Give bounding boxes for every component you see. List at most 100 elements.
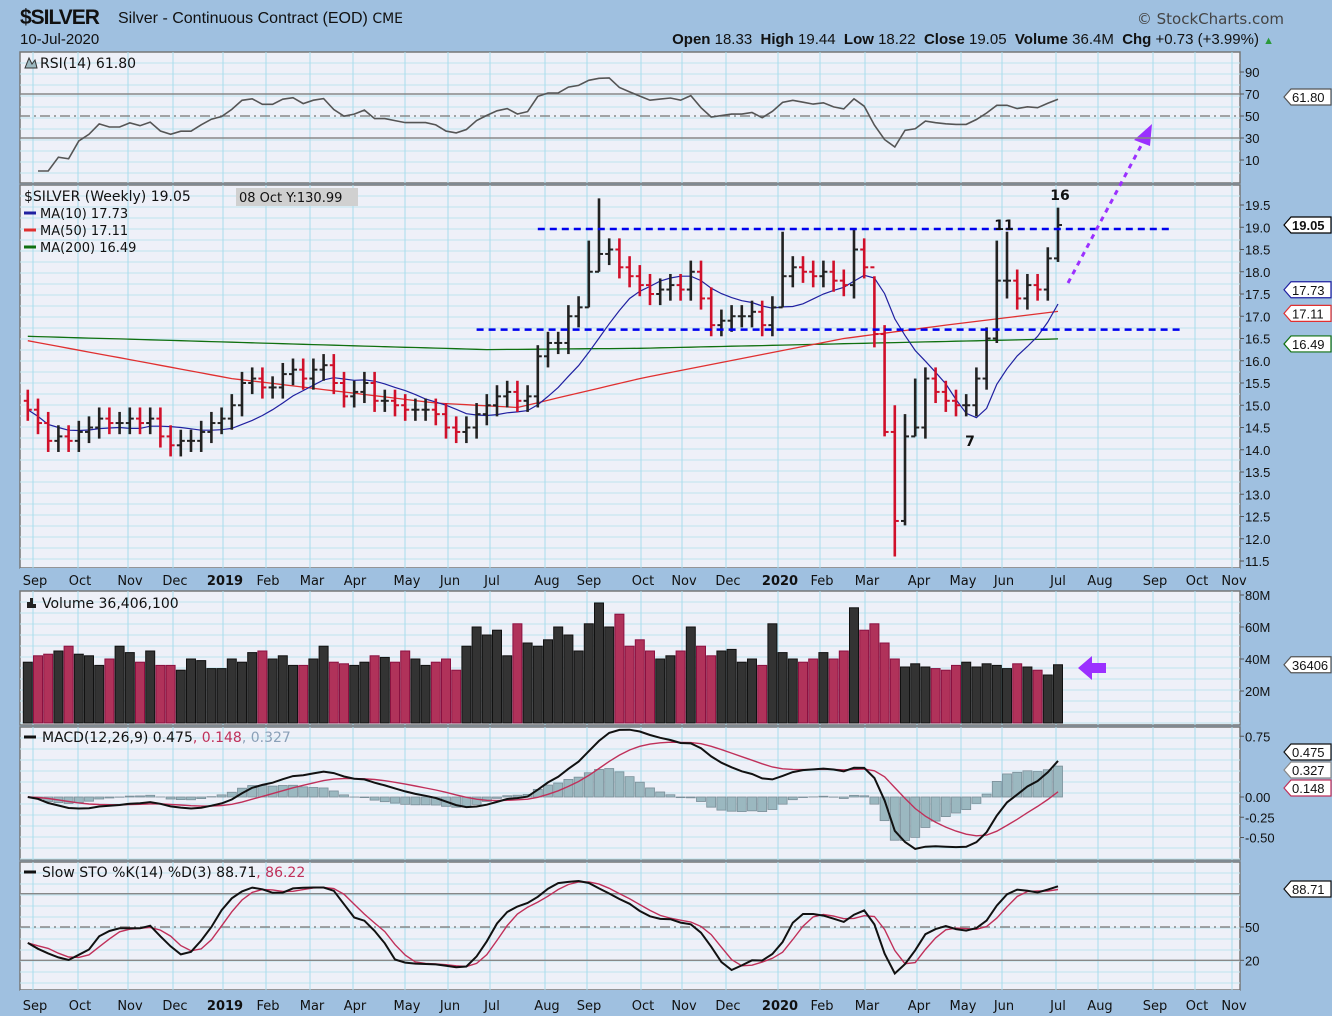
volume-bar	[859, 629, 870, 724]
price-bar	[421, 398, 430, 421]
price-bar	[299, 358, 308, 390]
x-tick-label: Dec	[715, 574, 740, 589]
macd-histogram-bar	[920, 796, 931, 828]
volume-bar	[818, 652, 829, 724]
volume-y-tick: 40M	[1245, 652, 1270, 667]
x-tick-label: Aug	[1087, 574, 1112, 589]
macd-histogram-bar	[328, 790, 339, 798]
price-bar	[248, 367, 257, 395]
volume-value: 36.4M	[1072, 31, 1114, 48]
x-tick-label: Apr	[344, 999, 367, 1014]
price-bar	[605, 238, 614, 266]
macd-histogram-bar	[859, 795, 870, 798]
description-text: Silver - Continuous Contract (EOD)	[118, 10, 368, 27]
x-tick-label: Nov	[117, 999, 143, 1014]
price-bar	[686, 260, 695, 301]
x-tick-label: Feb	[256, 999, 279, 1014]
volume-bar	[145, 650, 156, 724]
macd-histogram-bar	[614, 771, 625, 798]
legend-ma10: MA(10) 17.73	[40, 207, 128, 222]
x-tick-label: Aug	[534, 999, 559, 1014]
volume-bar	[838, 650, 849, 724]
price-bar	[197, 420, 206, 452]
price-bar	[136, 407, 144, 435]
price-bar	[187, 429, 195, 452]
wave-count-label: 11	[994, 218, 1013, 234]
macd-histogram-bar	[655, 791, 666, 798]
ma50-tag: 17.11	[1283, 304, 1332, 322]
macd-histogram-bar	[991, 781, 1002, 798]
price-bar	[156, 407, 165, 448]
x-tick-label: 2019	[207, 574, 243, 589]
volume-bar	[1012, 663, 1023, 724]
price-bar	[207, 411, 216, 444]
macd-signal-tag: 0.148	[1283, 779, 1332, 797]
volume-title: Volume 36,406,100	[42, 596, 179, 612]
volume-bar	[257, 650, 268, 724]
volume-bar	[777, 652, 788, 724]
macd-histogram-bar	[318, 787, 329, 798]
price-bar	[921, 367, 930, 439]
high-label: High	[760, 31, 794, 48]
x-tick-label: Feb	[810, 574, 833, 589]
volume-bar	[247, 652, 258, 724]
ma10-tag-text: 17.73	[1292, 283, 1325, 298]
ma200-line	[27, 335, 1059, 351]
volume-bar	[961, 661, 972, 724]
ma50-line	[27, 310, 1059, 409]
volume-bar	[624, 645, 635, 724]
macd-histogram-bar	[869, 796, 880, 805]
price-bar	[309, 358, 318, 390]
macd-histogram-bar	[288, 784, 298, 798]
price-bar	[1043, 247, 1052, 301]
volume-y-tick: 60M	[1245, 620, 1270, 635]
x-tick-label: Oct	[632, 574, 654, 589]
macd-histogram-bar	[634, 781, 645, 798]
volume-bar	[104, 658, 115, 724]
volume-bar	[165, 664, 176, 724]
volume-bar	[451, 669, 462, 724]
volume-tag-text: 36406	[1292, 658, 1328, 673]
volume-bar	[1022, 666, 1033, 724]
price-bar	[462, 416, 471, 444]
macd-histogram-bar	[706, 796, 717, 808]
volume-bar	[1042, 674, 1053, 724]
volume-bar	[328, 661, 339, 724]
x-tick-label: Feb	[810, 999, 833, 1014]
volume-bar	[461, 645, 472, 724]
price-bar	[1054, 207, 1062, 262]
chart-date: 10-Jul-2020	[20, 31, 100, 48]
macd-histogram-bar	[696, 796, 706, 802]
x-tick-label: Apr	[908, 574, 931, 589]
volume-bar	[318, 645, 329, 724]
price-bar	[819, 260, 828, 288]
price-bar	[850, 229, 858, 299]
volume-bar	[747, 658, 757, 724]
arrow-left-icon	[1078, 656, 1106, 680]
volume-bar	[277, 655, 288, 724]
volume-bar	[645, 650, 655, 724]
macd-histogram-bar	[757, 796, 768, 812]
x-tick-label: Nov	[117, 574, 143, 589]
macd-histogram-bar	[359, 796, 370, 798]
volume-bar	[981, 663, 992, 724]
ma200-tag: 16.49	[1283, 335, 1332, 353]
macd-hist-tag-text: 0.327	[1292, 763, 1325, 778]
volume-bar	[298, 664, 309, 724]
ma50-tag-text: 17.11	[1292, 306, 1324, 321]
macd-signal-line	[27, 741, 1059, 837]
price-bar	[697, 260, 705, 310]
close-value: 19.05	[969, 31, 1007, 48]
x-axis-band	[20, 568, 1240, 590]
price-bar	[758, 300, 767, 337]
macd-histogram-bar	[594, 769, 604, 798]
price-bar	[778, 231, 787, 309]
volume-bar	[889, 658, 900, 724]
x-tick-label: Oct	[1186, 574, 1208, 589]
brand[interactable]: © StockCharts.com	[1136, 10, 1284, 28]
x-tick-label: May	[950, 999, 977, 1014]
macd-histogram-bar	[400, 796, 411, 805]
volume-bar	[675, 650, 686, 724]
macd-histogram-bar	[267, 785, 278, 798]
